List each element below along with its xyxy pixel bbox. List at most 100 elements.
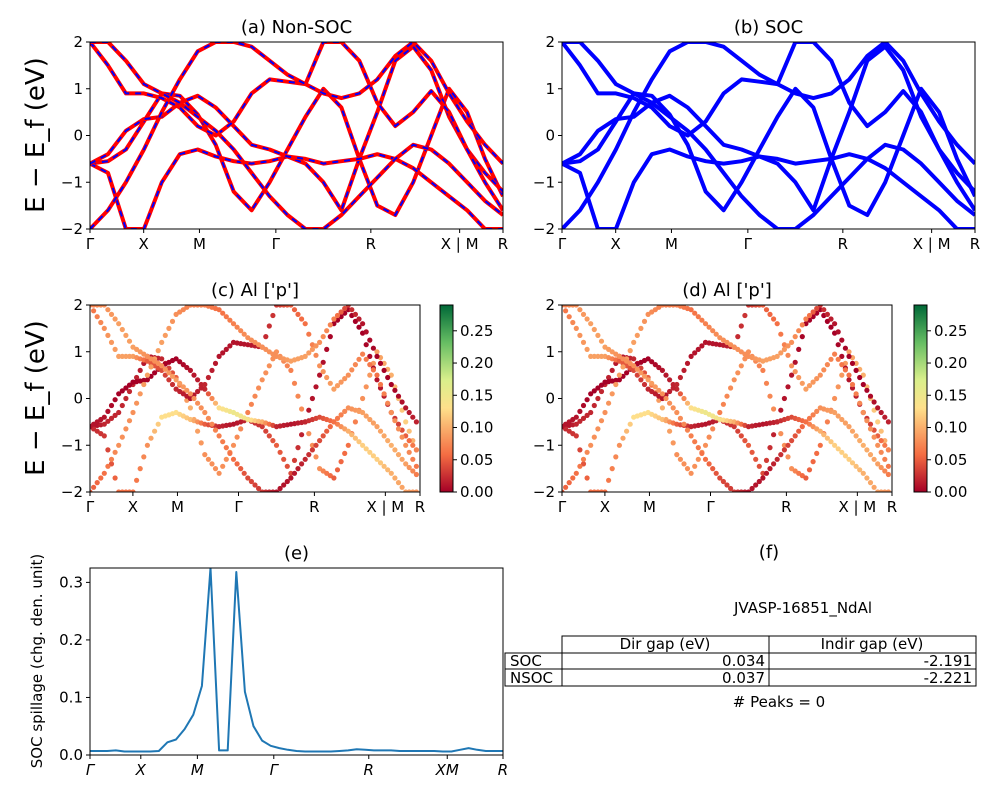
projection-point — [588, 391, 594, 397]
projection-point — [377, 428, 384, 434]
projection-point — [595, 385, 601, 391]
projection-point — [857, 467, 863, 473]
projection-point — [695, 445, 701, 451]
projection-point — [360, 321, 366, 327]
x-tick-label: X — [611, 235, 621, 253]
projection-point — [198, 405, 204, 411]
projection-point — [377, 360, 384, 366]
projection-point — [374, 353, 380, 359]
table-column-header: Indir gap (eV) — [821, 635, 924, 653]
projection-point — [591, 434, 597, 440]
projection-point — [166, 377, 172, 383]
projection-point — [806, 383, 813, 389]
x-tick-label: M — [191, 761, 204, 779]
projection-point — [306, 331, 312, 337]
projection-point — [152, 370, 158, 376]
projection-point — [317, 372, 323, 378]
projection-point — [670, 405, 676, 411]
projection-point — [864, 387, 870, 393]
projection-point — [360, 442, 366, 448]
projection-point — [799, 424, 805, 430]
projection-point — [169, 318, 176, 324]
projection-point — [695, 456, 701, 462]
projection-point — [570, 319, 576, 326]
table-row-label: SOC — [510, 652, 542, 670]
projection-point — [875, 405, 881, 411]
projection-point — [327, 322, 333, 328]
projection-point — [159, 363, 165, 369]
colorbar-tick-label: 0.05 — [460, 451, 493, 469]
projection-point — [202, 452, 208, 458]
projection-point — [148, 435, 154, 441]
projection-point — [281, 456, 287, 462]
projection-point — [306, 452, 312, 458]
projection-point — [778, 407, 784, 413]
projection-point — [313, 352, 319, 358]
projection-point — [659, 395, 666, 402]
projection-point — [641, 373, 648, 379]
y-tick-label: 1 — [73, 80, 83, 98]
projection-point — [839, 353, 845, 359]
projection-point — [857, 400, 863, 406]
projection-point — [781, 442, 788, 448]
projection-point — [849, 460, 856, 466]
projection-point — [817, 305, 823, 308]
projection-point — [717, 475, 723, 481]
projection-point — [187, 367, 193, 373]
projection-point — [299, 432, 305, 438]
projection-point — [753, 482, 759, 488]
projection-point — [878, 438, 884, 444]
projection-point — [842, 453, 849, 459]
projection-point — [413, 463, 419, 469]
projection-point — [835, 356, 841, 362]
projection-point — [345, 442, 351, 448]
projection-point — [395, 426, 402, 432]
projection-point — [853, 360, 859, 366]
projection-point — [796, 346, 802, 352]
projection-point — [356, 324, 362, 330]
projection-point — [853, 463, 859, 469]
projection-point — [256, 385, 262, 391]
projection-point — [774, 353, 780, 359]
projection-point — [155, 348, 161, 354]
projection-point — [577, 418, 583, 424]
projection-point — [144, 372, 150, 378]
projection-point — [882, 456, 888, 462]
projection-point — [670, 385, 676, 391]
projection-point — [112, 412, 118, 418]
projection-point — [832, 409, 838, 416]
projection-point — [324, 374, 330, 381]
projection-point — [595, 426, 601, 432]
y-tick-label: 2 — [545, 33, 555, 51]
projection-point — [263, 370, 269, 376]
projection-point — [363, 329, 369, 335]
projection-point — [677, 415, 684, 421]
projection-point — [878, 409, 884, 416]
projection-point — [399, 399, 405, 405]
projection-point — [363, 356, 369, 362]
projection-point — [699, 317, 705, 323]
projection-point — [803, 316, 809, 322]
projection-point — [363, 384, 369, 390]
projection-point — [309, 395, 315, 402]
y-tick-label: −2 — [61, 483, 83, 501]
projection-point — [403, 405, 409, 411]
projection-point — [803, 386, 809, 392]
projection-point — [875, 442, 881, 448]
projection-point — [598, 382, 605, 388]
projection-point — [266, 433, 272, 439]
projection-point — [771, 406, 777, 412]
projection-point — [763, 470, 770, 476]
projection-point — [871, 434, 877, 440]
projection-point — [573, 433, 579, 439]
projection-point — [563, 308, 569, 314]
projection-point — [413, 447, 419, 453]
projection-point — [284, 363, 290, 369]
projection-point — [377, 460, 384, 466]
projection-point — [645, 377, 651, 383]
projection-point — [641, 381, 648, 388]
projection-point — [356, 316, 362, 322]
projection-point — [410, 456, 416, 462]
projection-point — [656, 387, 662, 393]
projection-point — [656, 364, 662, 371]
